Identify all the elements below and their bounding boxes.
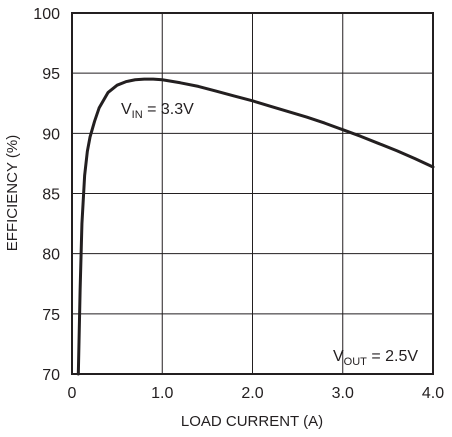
x-tick-label: 0 — [68, 385, 77, 402]
tick-labels: 0 1.0 2.0 3.0 4.0 70 75 80 85 90 95 100 — [33, 6, 444, 402]
y-axis-title: EFFICIENCY (%) — [4, 135, 21, 251]
y-tick-label: 90 — [42, 126, 60, 143]
vout-annotation: VOUT = 2.5V — [333, 348, 418, 368]
y-tick-label: 70 — [42, 367, 60, 384]
x-tick-label: 4.0 — [422, 385, 444, 402]
x-tick-label: 2.0 — [241, 385, 263, 402]
y-tick-label: 100 — [33, 6, 60, 23]
y-tick-label: 85 — [42, 187, 60, 204]
plot-frame — [71, 12, 434, 375]
x-axis-title: LOAD CURRENT (A) — [181, 413, 323, 430]
y-tick-label: 95 — [42, 66, 60, 83]
y-tick-label: 75 — [42, 307, 60, 324]
grid — [72, 13, 433, 374]
x-tick-label: 1.0 — [151, 385, 173, 402]
x-tick-label: 3.0 — [332, 385, 354, 402]
efficiency-curve — [76, 77, 435, 376]
vin-annotation: VIN = 3.3V — [121, 101, 194, 121]
y-tick-label: 80 — [42, 247, 60, 264]
